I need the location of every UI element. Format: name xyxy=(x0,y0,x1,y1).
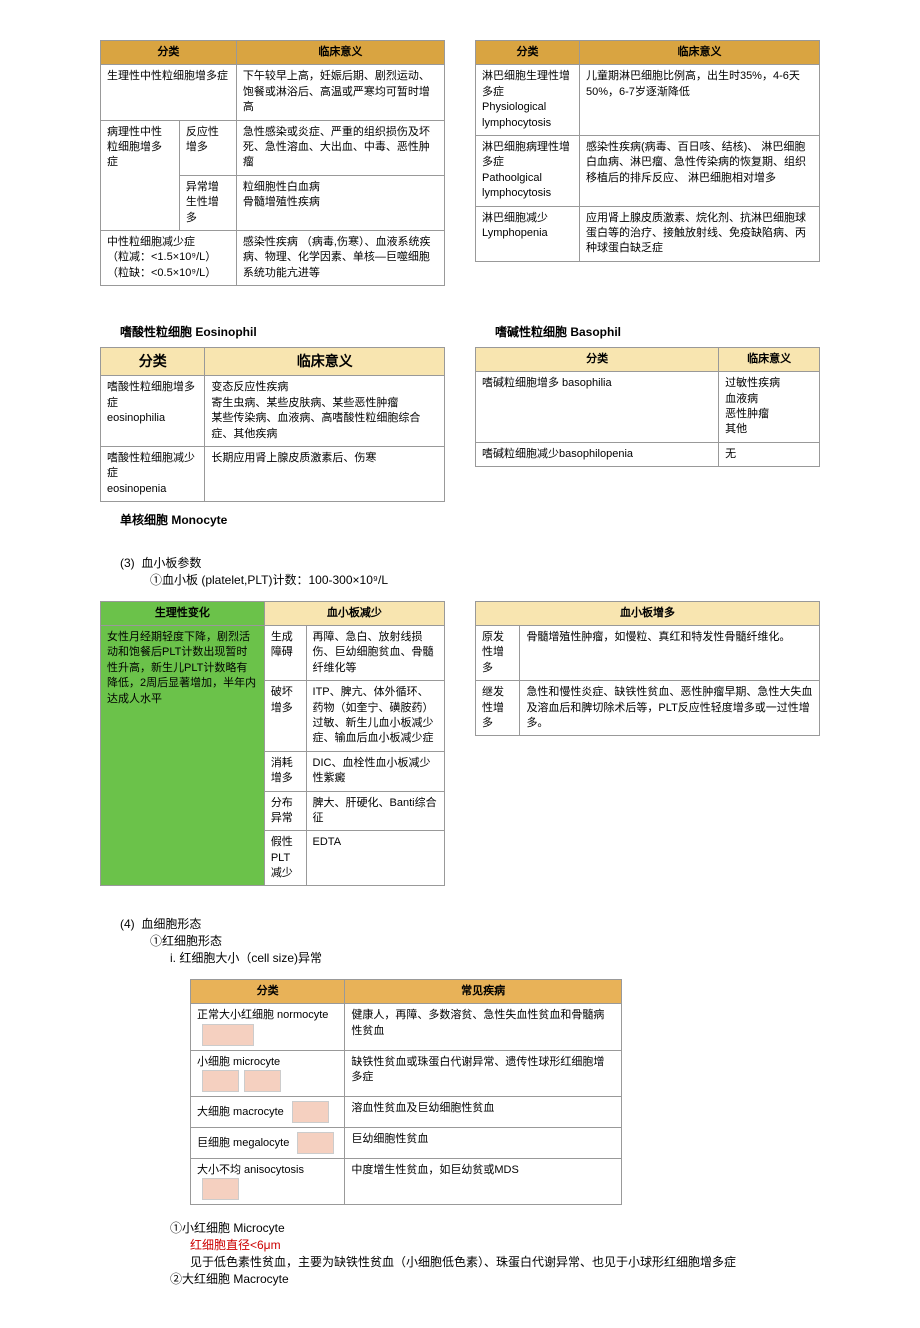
th: 分类 xyxy=(191,979,345,1003)
cell: 儿童期淋巴细胞比例高，出生时35%，4-6天50%，6-7岁逐渐降低 xyxy=(579,65,819,136)
cell: ITP、脾亢、体外循环、药物（如奎宁、磺胺药）过敏、新生儿血小板减少症、输血后血… xyxy=(306,681,444,752)
basophil-table: 分类临床意义 嗜碱粒细胞增多 basophilia过敏性疾病 血液病 恶性肿瘤 … xyxy=(475,347,820,467)
cell: 生理性中性粒细胞增多症 xyxy=(101,65,237,120)
section-title: 血细胞形态 xyxy=(141,917,201,931)
cell: 原发性增多 xyxy=(476,625,520,680)
cell-image-icon xyxy=(202,1070,239,1092)
cell: 下午较早上高，妊娠后期、剧烈运动、饱餐或淋浴后、高温或严寒均可暂时增高 xyxy=(236,65,444,120)
cell: 生成障碍 xyxy=(264,625,306,680)
cell: EDTA xyxy=(306,831,444,886)
rbc-size-table: 分类常见疾病 正常大小红细胞 normocyte健康人，再障、多数溶贫、急性失血… xyxy=(190,979,622,1206)
cell: 破坏增多 xyxy=(264,681,306,752)
sub2: i. 红细胞大小（cell size)异常 xyxy=(170,950,820,967)
cell: 分布异常 xyxy=(264,791,306,831)
cell: 嗜碱粒细胞减少basophilopenia xyxy=(476,442,719,466)
plt-decrease-table: 生理性变化血小板减少 女性月经期轻度下降，剧烈活动和饱餐后PLT计数出现暂时性升… xyxy=(100,601,445,887)
th: 分类 xyxy=(476,347,719,371)
th: 临床意义 xyxy=(719,347,820,371)
cell-image-icon xyxy=(202,1178,239,1200)
th-sig: 临床意义 xyxy=(579,41,819,65)
cell: 大细胞 macrocyte xyxy=(191,1097,345,1128)
cell: 中度增生性贫血，如巨幼贫或MDS xyxy=(345,1159,622,1205)
cell: 急性和慢性炎症、缺铁性贫血、恶性肿瘤早期、急性大失血及溶血后和脾切除术后等，PL… xyxy=(520,681,820,736)
cell: 脾大、肝硬化、Banti综合征 xyxy=(306,791,444,831)
th: 血小板增多 xyxy=(476,601,820,625)
cell: 嗜酸性粒细胞增多症 eosinophilia xyxy=(101,376,205,447)
cell: 再障、急白、放射线损伤、巨幼细胞贫血、骨髓纤维化等 xyxy=(306,625,444,680)
cell: 大小不均 anisocytosis xyxy=(191,1159,345,1205)
cell: 溶血性贫血及巨幼细胞性贫血 xyxy=(345,1097,622,1128)
cell: 淋巴细胞减少 Lymphopenia xyxy=(476,206,580,261)
sub1: ①红细胞形态 xyxy=(150,933,820,950)
lymphocyte-table: 分类临床意义 淋巴细胞生理性增多症 Physiological lymphocy… xyxy=(475,40,820,262)
cell: 淋巴细胞病理性增多症 Pathoolgical lymphocytosis xyxy=(476,135,580,206)
plt-increase-table: 血小板增多 原发性增多骨髓增殖性肿瘤，如慢粒、真红和特发性骨髓纤维化。 继发性增… xyxy=(475,601,820,737)
eosinophil-table: 分类临床意义 嗜酸性粒细胞增多症 eosinophilia变态反应性疾病 寄生虫… xyxy=(100,347,445,502)
plt-line: ①血小板 (platelet,PLT)计数：100-300×10⁹/L xyxy=(150,572,820,589)
cell: 巨细胞 megalocyte xyxy=(191,1128,345,1159)
cell: 应用肾上腺皮质激素、烷化剂、抗淋巴细胞球蛋白等的治疗、接触放射线、免疫缺陷病、丙… xyxy=(579,206,819,261)
section-num: (4) xyxy=(120,917,135,931)
cell-image-icon xyxy=(292,1101,329,1123)
cell: 淋巴细胞生理性增多症 Physiological lymphocytosis xyxy=(476,65,580,136)
th: 分类 xyxy=(101,347,205,376)
neutrophil-table: 分类临床意义 生理性中性粒细胞增多症下午较早上高，妊娠后期、剧烈运动、饱餐或淋浴… xyxy=(100,40,445,286)
note-text: 见于低色素性贫血，主要为缺铁性贫血（小细胞低色素）、珠蛋白代谢异常、也见于小球形… xyxy=(190,1254,820,1271)
cell-image-icon xyxy=(202,1024,254,1046)
cell-image-icon xyxy=(244,1070,281,1092)
note-title: ①小红细胞 Microcyte xyxy=(170,1220,820,1237)
th: 生理性变化 xyxy=(101,601,265,625)
cell-image-icon xyxy=(297,1132,334,1154)
cell: 健康人，再障、多数溶贫、急性失血性贫血和骨髓病性贫血 xyxy=(345,1004,622,1050)
th-sig: 临床意义 xyxy=(236,41,444,65)
eosinophil-title: 嗜酸性粒细胞 Eosinophil xyxy=(120,324,445,341)
cell: 病理性中性粒细胞增多症 xyxy=(101,120,180,230)
section-num: (3) xyxy=(120,556,135,570)
cell: 假性PLT减少 xyxy=(264,831,306,886)
cell: 继发性增多 xyxy=(476,681,520,736)
cell: 消耗增多 xyxy=(264,751,306,791)
monocyte-title: 单核细胞 Monocyte xyxy=(120,512,445,529)
cell: 正常大小红细胞 normocyte xyxy=(191,1004,345,1050)
cell: 无 xyxy=(719,442,820,466)
cell: 粒细胞性白血病 骨髓增殖性疾病 xyxy=(236,175,444,230)
cell: 嗜碱粒细胞增多 basophilia xyxy=(476,372,719,443)
cell: 变态反应性疾病 寄生虫病、某些皮肤病、某些恶性肿瘤 某些传染病、血液病、高嗜酸性… xyxy=(205,376,445,447)
cell: 反应性增多 xyxy=(179,120,236,175)
cell: DIC、血栓性血小板减少性紫癜 xyxy=(306,751,444,791)
th: 临床意义 xyxy=(205,347,445,376)
cell: 嗜酸性粒细胞减少症 eosinopenia xyxy=(101,447,205,502)
section-title: 血小板参数 xyxy=(141,556,201,570)
cell: 中性粒细胞减少症 （粒减：<1.5×10⁹/L） （粒缺：<0.5×10⁹/L） xyxy=(101,230,237,285)
cell: 巨幼细胞性贫血 xyxy=(345,1128,622,1159)
th-class: 分类 xyxy=(476,41,580,65)
cell: 感染性疾病 （病毒,伤寒）、血液系统疾病、物理、化学因素、单核—巨噬细胞系统功能… xyxy=(236,230,444,285)
basophil-title: 嗜碱性粒细胞 Basophil xyxy=(495,324,820,341)
cell: 感染性疾病(病毒、百日咳、结核)、 淋巴细胞白血病、淋巴瘤、急性传染病的恢复期、… xyxy=(579,135,819,206)
cell: 小细胞 microcyte xyxy=(191,1050,345,1096)
th-class: 分类 xyxy=(101,41,237,65)
cell: 急性感染或炎症、严重的组织损伤及坏死、急性溶血、大出血、中毒、恶性肿瘤 xyxy=(236,120,444,175)
cell: 骨髓增殖性肿瘤，如慢粒、真红和特发性骨髓纤维化。 xyxy=(520,625,820,680)
th: 常见疾病 xyxy=(345,979,622,1003)
cell: 长期应用肾上腺皮质激素后、伤寒 xyxy=(205,447,445,502)
note-red: 红细胞直径<6μm xyxy=(190,1237,820,1254)
th: 血小板减少 xyxy=(264,601,444,625)
cell: 缺铁性贫血或珠蛋白代谢异常、遗传性球形红细胞增多症 xyxy=(345,1050,622,1096)
cell: 过敏性疾病 血液病 恶性肿瘤 其他 xyxy=(719,372,820,443)
cell: 女性月经期轻度下降，剧烈活动和饱餐后PLT计数出现暂时性升高，新生儿PLT计数略… xyxy=(101,625,265,885)
cell: 异常增生性增多 xyxy=(179,175,236,230)
note-title: ②大红细胞 Macrocyte xyxy=(170,1271,820,1288)
